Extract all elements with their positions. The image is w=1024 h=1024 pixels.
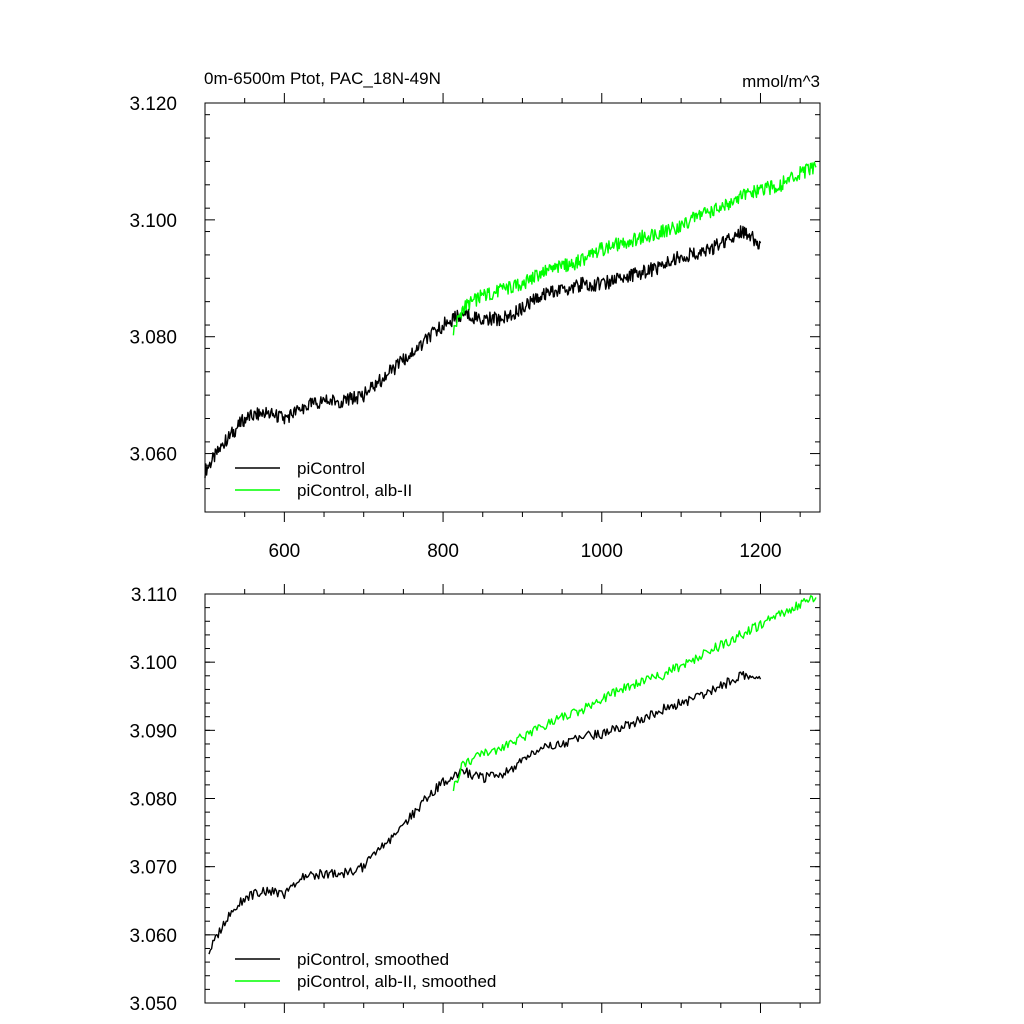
series-line-picontrol-alb-ii-smoothed bbox=[452, 595, 817, 792]
plot-frame bbox=[204, 102, 821, 513]
top-panel: 0m-6500m Ptot, PAC_18N-49N mmol/m^3 3.06… bbox=[129, 69, 821, 562]
chart-title: 0m-6500m Ptot, PAC_18N-49N bbox=[204, 69, 441, 88]
y-tick-label: 3.070 bbox=[129, 858, 177, 879]
series-line-picontrol-smoothed bbox=[208, 671, 762, 955]
y-tick-label: 3.050 bbox=[129, 994, 177, 1015]
legend-label: piControl, alb-II bbox=[297, 481, 412, 500]
legend-label: piControl, smoothed bbox=[297, 950, 449, 969]
y-tick-label: 3.120 bbox=[129, 94, 177, 115]
y-tick-label: 3.060 bbox=[129, 445, 177, 466]
series-line-picontrol bbox=[204, 225, 762, 479]
x-tick-label: 600 bbox=[269, 541, 301, 562]
x-tick-label: 1000 bbox=[581, 541, 623, 562]
legend-label: piControl, alb-II, smoothed bbox=[297, 972, 496, 991]
y-tick-label: 3.080 bbox=[129, 790, 177, 811]
y-tick-label: 3.110 bbox=[131, 585, 177, 606]
legend-label: piControl bbox=[297, 459, 365, 478]
x-tick-label: 1200 bbox=[739, 541, 781, 562]
series-line-picontrol-alb-ii bbox=[452, 161, 817, 336]
x-tick-label: 800 bbox=[427, 541, 459, 562]
y-tick-label: 3.100 bbox=[129, 211, 177, 232]
plot-frame bbox=[204, 593, 821, 1004]
y-tick-label: 3.080 bbox=[129, 328, 177, 349]
y-tick-label: 3.090 bbox=[129, 721, 177, 742]
units-label: mmol/m^3 bbox=[742, 72, 820, 91]
bottom-panel: 3.050 3.060 3.070 3.080 3.090 3.100 3.110 piCon… bbox=[129, 584, 821, 1015]
y-tick-label: 3.060 bbox=[129, 926, 177, 947]
y-tick-label: 3.100 bbox=[129, 653, 177, 674]
